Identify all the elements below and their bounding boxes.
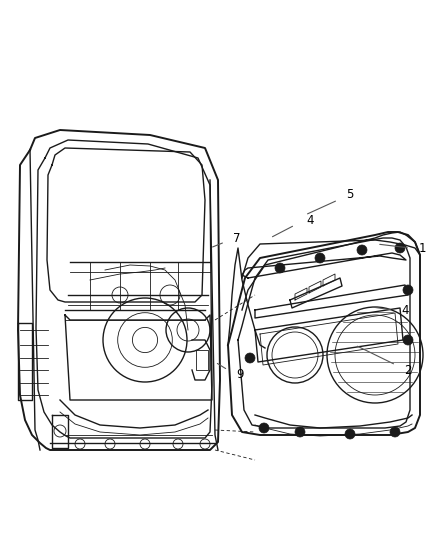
Circle shape	[295, 427, 305, 437]
Circle shape	[395, 243, 405, 253]
Circle shape	[259, 423, 269, 433]
Circle shape	[403, 285, 413, 295]
Circle shape	[390, 427, 400, 437]
Text: 1: 1	[418, 241, 426, 254]
Circle shape	[403, 335, 413, 345]
Text: 9: 9	[236, 368, 244, 382]
Circle shape	[315, 253, 325, 263]
Text: 4: 4	[401, 303, 409, 317]
Text: 5: 5	[346, 189, 354, 201]
Text: 2: 2	[404, 364, 412, 376]
Circle shape	[345, 429, 355, 439]
Text: 4: 4	[306, 214, 314, 227]
Circle shape	[245, 353, 255, 363]
Text: 7: 7	[233, 231, 241, 245]
Circle shape	[275, 263, 285, 273]
Circle shape	[357, 245, 367, 255]
